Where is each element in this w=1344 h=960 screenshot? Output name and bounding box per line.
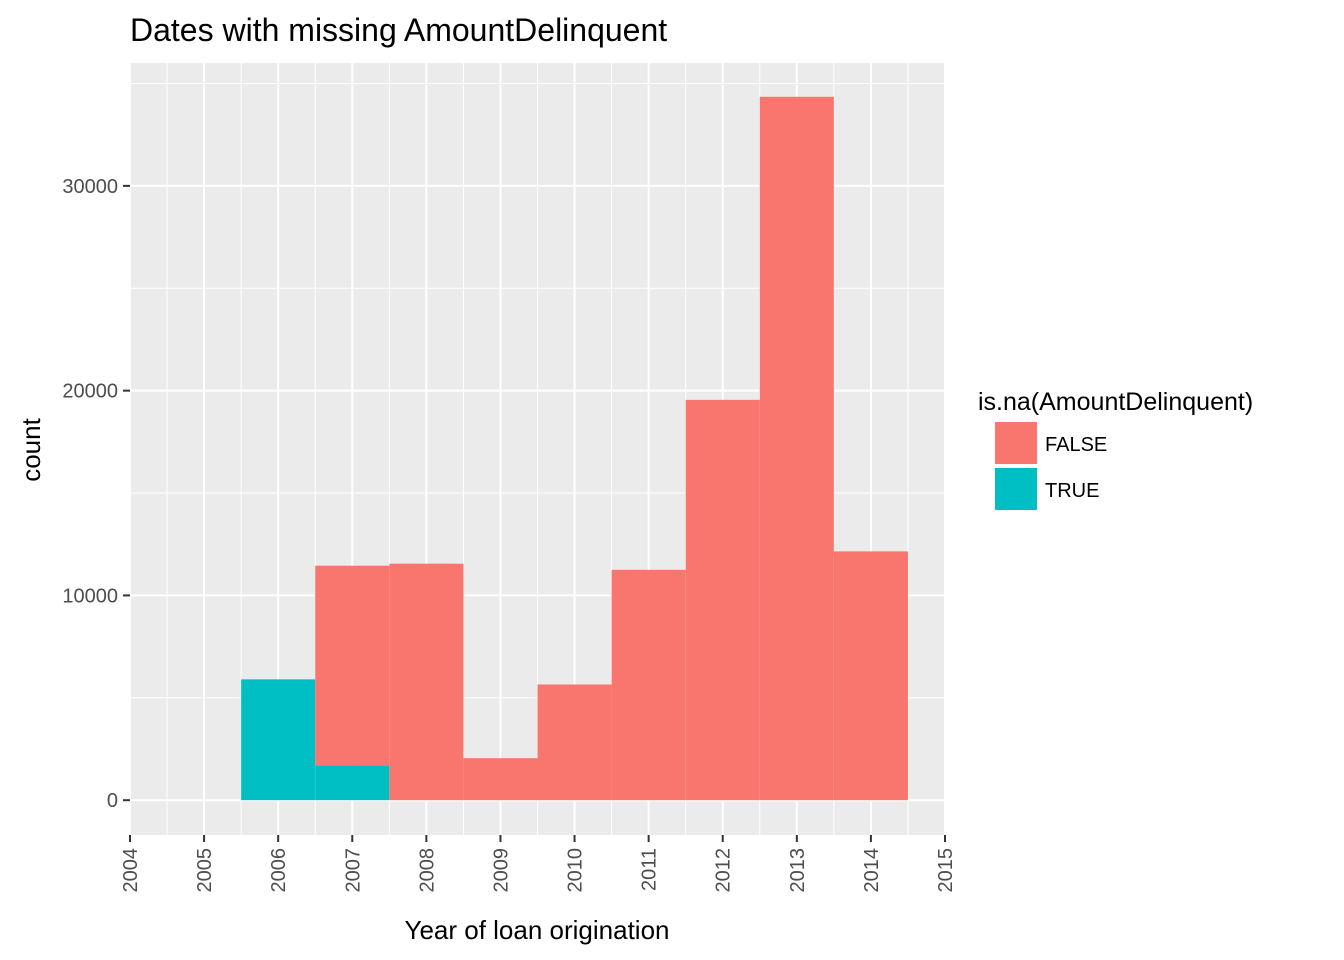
bar-false-2012: [685, 399, 760, 801]
bar-false-2013: [759, 96, 834, 801]
bar-false-2009: [463, 758, 538, 801]
legend-key-false: [995, 422, 1037, 464]
x-tick-label: 2015: [935, 848, 957, 893]
x-tick-label: 2005: [194, 848, 216, 893]
legend-title: is.na(AmountDelinquent): [978, 388, 1253, 416]
legend: is.na(AmountDelinquent) FALSE TRUE: [978, 388, 1253, 510]
x-tick-label: 2014: [861, 848, 883, 893]
y-tick-label: 10000: [62, 585, 118, 607]
y-axis-title: count: [16, 417, 46, 481]
x-tick-label: 2012: [713, 848, 735, 893]
y-axis: 0 10000 20000 30000: [62, 176, 130, 812]
bar-false-2010: [537, 684, 612, 801]
x-tick-label: 2004: [120, 848, 142, 893]
bars: [241, 96, 908, 801]
y-tick-label: 20000: [62, 381, 118, 403]
bar-false-2007: [315, 565, 390, 766]
x-tick-label: 2010: [565, 848, 587, 893]
bar-false-2011: [611, 569, 686, 801]
x-tick-label: 2011: [639, 848, 661, 891]
x-axis-title: Year of loan origination: [404, 915, 669, 945]
x-tick-label: 2013: [787, 848, 809, 893]
legend-label-true: TRUE: [1045, 480, 1099, 502]
x-tick-label: 2008: [416, 848, 438, 893]
y-tick-label: 0: [107, 790, 118, 812]
x-axis: 2004 2005 2006 2007 2008 2009 2010 2011 2012 2013…: [120, 835, 957, 893]
x-tick-label: 2007: [342, 848, 364, 893]
chart-title: Dates with missing AmountDelinquent: [130, 12, 667, 48]
legend-label-false: FALSE: [1045, 434, 1107, 456]
y-tick-label: 30000: [62, 176, 118, 198]
legend-key-true: [995, 468, 1037, 510]
bar-false-2008: [389, 563, 464, 801]
bar-false-2014: [833, 551, 908, 801]
x-tick-label: 2006: [268, 848, 290, 893]
x-tick-label: 2009: [490, 848, 512, 893]
bar-true-2007: [315, 765, 390, 801]
bar-true-2006: [241, 679, 316, 801]
